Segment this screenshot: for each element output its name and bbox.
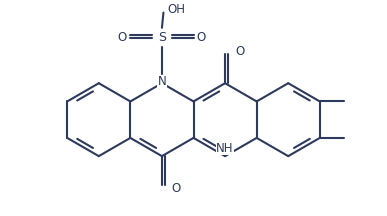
Text: O: O xyxy=(118,31,127,44)
Text: NH: NH xyxy=(216,142,234,155)
Text: OH: OH xyxy=(167,3,185,16)
Text: O: O xyxy=(172,181,181,195)
Text: S: S xyxy=(158,31,166,44)
Text: O: O xyxy=(235,45,244,58)
Text: N: N xyxy=(158,75,166,88)
Text: O: O xyxy=(197,31,206,44)
